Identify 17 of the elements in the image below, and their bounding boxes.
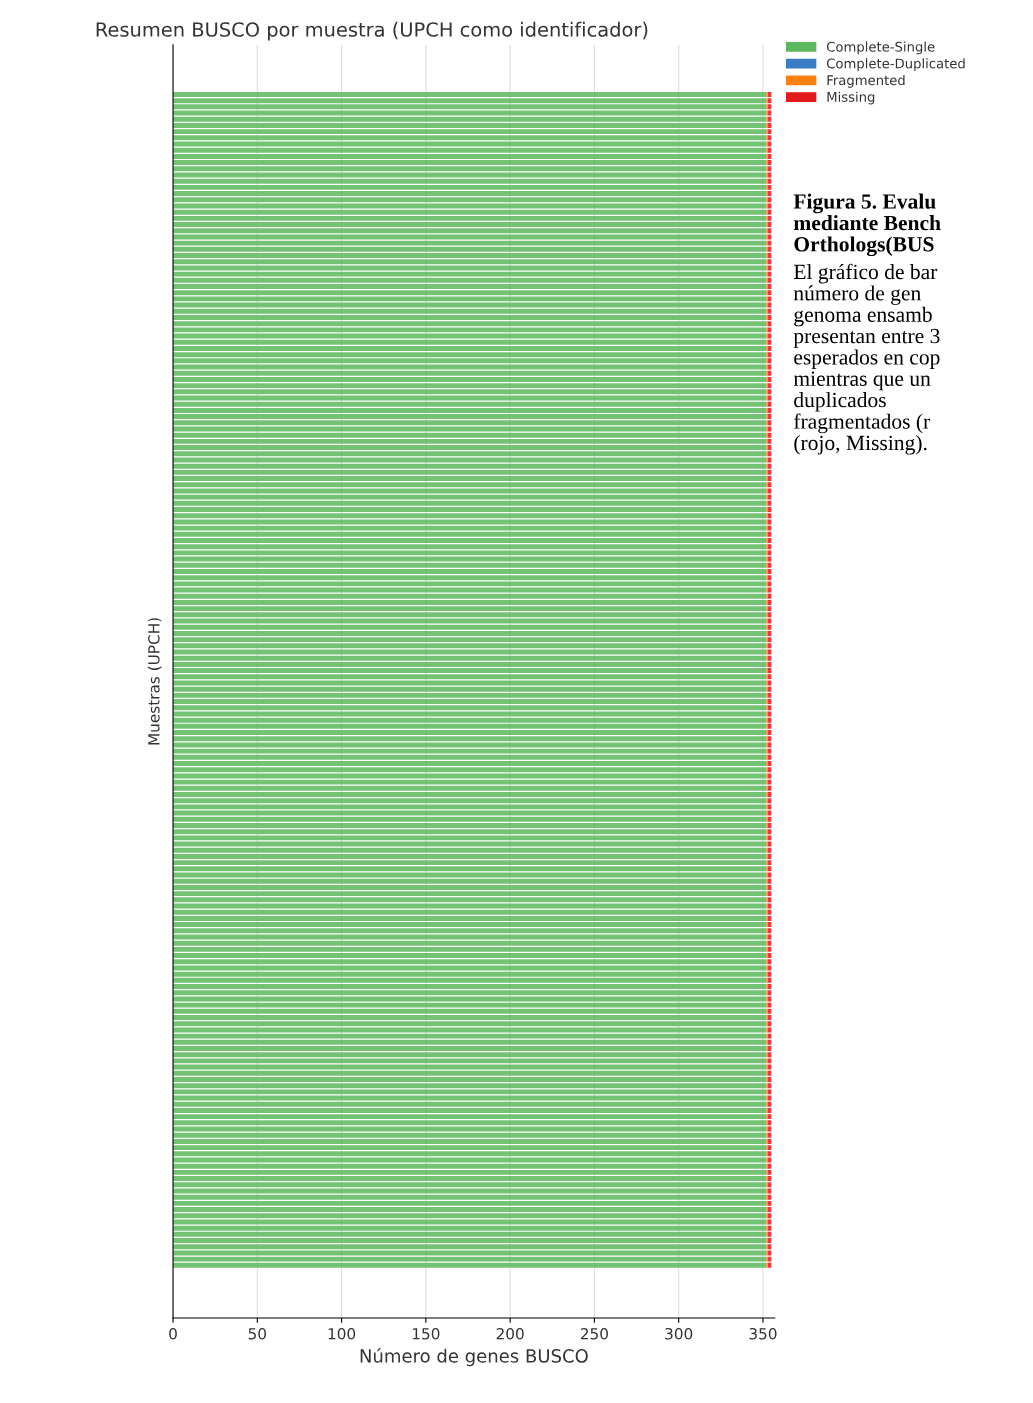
x-tick-label: 100 [328,1327,356,1340]
chart-title: Resumen BUSCO por muestra (UPCH como identificador) [96,21,648,41]
legend-label: Complete-Single [826,41,935,55]
text: El gráfico de bar número de gen genoma ensamb presentan entre 3 esperados en cop mientras que un duplicados fragmentados (r (rojo, Missing). [793,263,940,455]
x-tick-label: 150 [412,1327,440,1340]
y-axis-title: Muestras (UPCH) [147,618,162,745]
x-tick-label: 300 [665,1327,693,1340]
legend-label: Complete-Duplicated [826,58,965,71]
x-axis-title: Número de genes BUSCO [360,1348,588,1367]
x-tick-label: 250 [580,1327,608,1340]
x-tick-label: 350 [749,1327,777,1340]
x-tick-label: 50 [248,1327,267,1340]
legend-label: Fragmented [827,74,905,88]
x-tick-label: 0 [169,1327,177,1340]
x-tick-label: 200 [496,1327,524,1340]
legend-label: Missing [827,91,875,105]
text: Figura 5. Evalu mediante Bench Orthologs(BUS [793,193,941,257]
